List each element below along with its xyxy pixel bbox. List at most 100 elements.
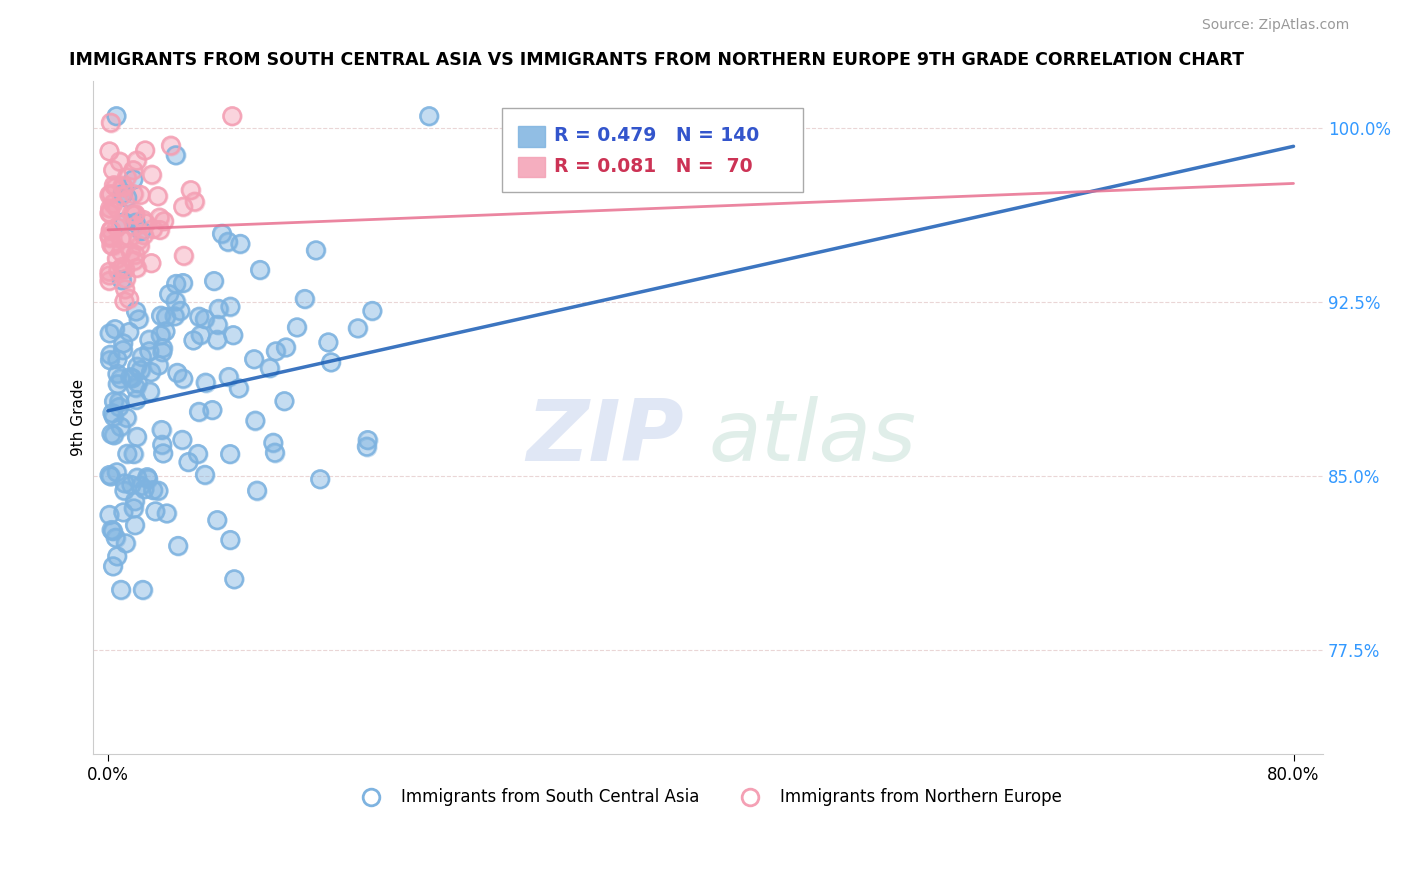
Point [98,467,121,482]
Point [127,470,149,484]
Point [125,392,148,407]
Point [205,513,228,527]
Point [155,325,177,339]
Point [160,138,183,153]
Point [101,238,124,252]
Point [138,333,160,347]
Point [129,187,152,202]
Point [141,168,163,182]
Point [112,483,135,498]
Point [107,377,129,392]
Point [115,170,138,185]
Point [183,194,205,209]
Point [148,359,170,373]
Point [98,508,121,522]
Point [124,518,146,533]
Point [101,559,124,574]
Point [356,440,378,454]
Point [115,271,138,285]
Point [152,345,174,359]
Point [110,232,132,246]
Point [111,186,134,201]
Point [207,301,229,316]
Point [107,352,129,367]
Point [110,419,132,434]
Point [264,445,287,459]
Point [98,187,121,202]
Point [149,211,172,225]
Point [112,180,135,194]
Point [105,220,128,235]
Point [125,153,148,168]
Point [110,232,132,246]
Point [103,196,125,211]
Point [356,440,378,454]
Point [98,274,121,288]
Point [122,187,145,202]
Point [129,363,152,377]
Point [141,168,163,182]
Point [111,343,134,358]
Point [243,352,266,367]
Bar [517,127,544,146]
Point [152,345,174,359]
Point [115,410,138,425]
Point [155,325,177,339]
Point [173,249,195,263]
Point [100,238,122,252]
Point [100,426,122,441]
FancyBboxPatch shape [502,108,803,193]
Point [187,405,209,419]
Point [305,244,328,258]
Text: R = 0.081   N =  70: R = 0.081 N = 70 [554,157,754,176]
Point [107,352,129,367]
Point [136,472,159,486]
Point [149,211,172,225]
Point [128,239,150,253]
Point [107,377,129,392]
Point [114,536,136,550]
Point [115,410,138,425]
Point [105,201,128,215]
Point [156,507,179,521]
Point [142,222,165,236]
Point [187,447,209,461]
Point [218,370,240,384]
Point [101,238,124,252]
Point [115,170,138,185]
Text: R = 0.479   N = 140: R = 0.479 N = 140 [554,127,759,145]
Point [139,365,162,379]
Point [173,249,195,263]
Point [134,482,156,496]
Point [124,381,146,395]
Point [103,196,125,211]
Point [114,262,136,277]
Point [129,187,152,202]
Point [114,262,136,277]
Point [105,252,128,266]
Point [121,207,143,221]
Point [228,381,250,395]
Point [201,403,224,417]
Point [361,303,384,318]
Point [114,536,136,550]
Point [104,531,127,545]
Point [114,476,136,491]
Point [418,109,440,123]
Point [105,466,128,480]
Point [103,409,125,424]
Point [110,582,132,597]
Point [132,228,155,243]
Point [101,406,124,420]
Point [124,381,146,395]
Point [222,328,245,343]
Point [98,353,121,368]
Point [98,206,121,220]
Point [194,376,217,390]
Point [98,348,121,362]
Point [98,264,121,278]
Point [202,274,225,288]
Point [100,469,122,483]
Point [219,533,242,547]
Point [105,549,128,564]
